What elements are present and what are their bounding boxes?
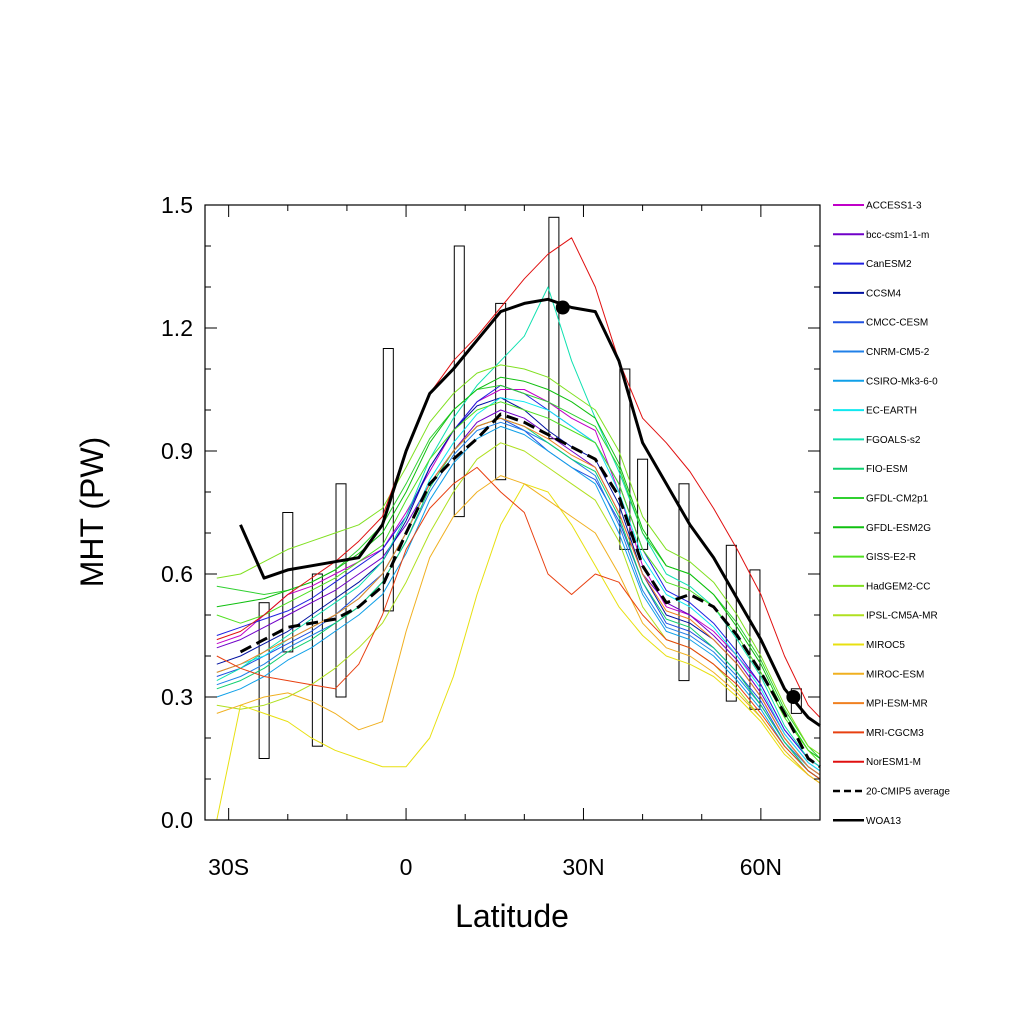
series-line xyxy=(216,376,821,759)
series-line xyxy=(216,237,821,718)
legend-label: NorESM1-M xyxy=(866,757,921,768)
series-line xyxy=(216,442,821,784)
x-tick-label: 60N xyxy=(740,854,782,880)
observation-marker xyxy=(555,300,570,315)
legend-label: MIROC-ESM xyxy=(866,669,924,680)
observation-box xyxy=(453,245,465,518)
series-line xyxy=(216,417,821,776)
y-axis-title: MHT (PW) xyxy=(74,437,110,587)
series-line xyxy=(216,286,821,768)
legend-label: 20-CMIP5 average xyxy=(866,787,950,798)
series-line xyxy=(239,412,821,768)
observation-box xyxy=(678,483,690,682)
observation-box xyxy=(382,348,394,612)
legend-label: CCSM4 xyxy=(866,288,901,299)
legend-label: CanESM2 xyxy=(866,259,912,270)
x-tick-label: 30S xyxy=(208,854,249,880)
observation-markers xyxy=(555,300,801,704)
legend-label: CSIRO-Mk3-6-0 xyxy=(866,376,938,387)
series-lines xyxy=(216,237,821,821)
series-line xyxy=(216,421,821,776)
observation-box xyxy=(258,602,270,760)
legend-label: WOA13 xyxy=(866,816,901,827)
series-line xyxy=(216,475,821,784)
plot-frame xyxy=(204,204,821,821)
legend-label: EC-EARTH xyxy=(866,406,917,417)
series-line xyxy=(216,409,821,772)
x-axis-title: Latitude xyxy=(455,898,569,934)
y-tick-label: 0.9 xyxy=(161,438,193,464)
legend-label: MRI-CGCM3 xyxy=(866,728,924,739)
observation-box xyxy=(335,483,347,698)
y-tick-label: 1.5 xyxy=(161,192,193,218)
x-axis: 30S 0 30N 60N xyxy=(208,205,821,880)
series-line xyxy=(216,389,821,768)
series-line xyxy=(239,297,821,727)
series-line xyxy=(216,425,821,780)
legend-label: MPI-ESM-MR xyxy=(866,699,928,710)
legend-label: GFDL-CM2p1 xyxy=(866,494,929,505)
legend-label: IPSL-CM5A-MR xyxy=(866,611,938,622)
legend-label: GISS-E2-R xyxy=(866,552,916,563)
legend-label: FIO-ESM xyxy=(866,464,908,475)
legend-label: bcc-csm1-1-m xyxy=(866,230,929,241)
legend-label: ACCESS1-3 xyxy=(866,201,922,212)
legend-label: GFDL-ESM2G xyxy=(866,523,931,534)
x-tick-label: 0 xyxy=(400,854,413,880)
x-tick-label: 30N xyxy=(562,854,604,880)
series-line xyxy=(216,466,821,780)
y-axis: 0.0 0.3 0.6 0.9 1.2 1.5 xyxy=(161,192,820,833)
observation-marker xyxy=(786,690,801,704)
legend: ACCESS1-3 bcc-csm1-1-m CanESM2 CCSM4 CMCC-CE… xyxy=(833,201,950,827)
legend-label: CMCC-CESM xyxy=(866,318,928,329)
y-tick-label: 0.6 xyxy=(161,561,193,587)
series-line xyxy=(216,364,821,755)
y-tick-label: 0.0 xyxy=(161,807,193,833)
legend-label: CNRM-CM5-2 xyxy=(866,347,930,358)
legend-label: MIROC5 xyxy=(866,640,905,651)
y-tick-label: 0.3 xyxy=(161,684,193,710)
legend-label: FGOALS-s2 xyxy=(866,435,921,446)
y-tick-label: 1.2 xyxy=(161,315,193,341)
legend-label: HadGEM2-CC xyxy=(866,581,930,592)
series-line xyxy=(216,401,821,763)
